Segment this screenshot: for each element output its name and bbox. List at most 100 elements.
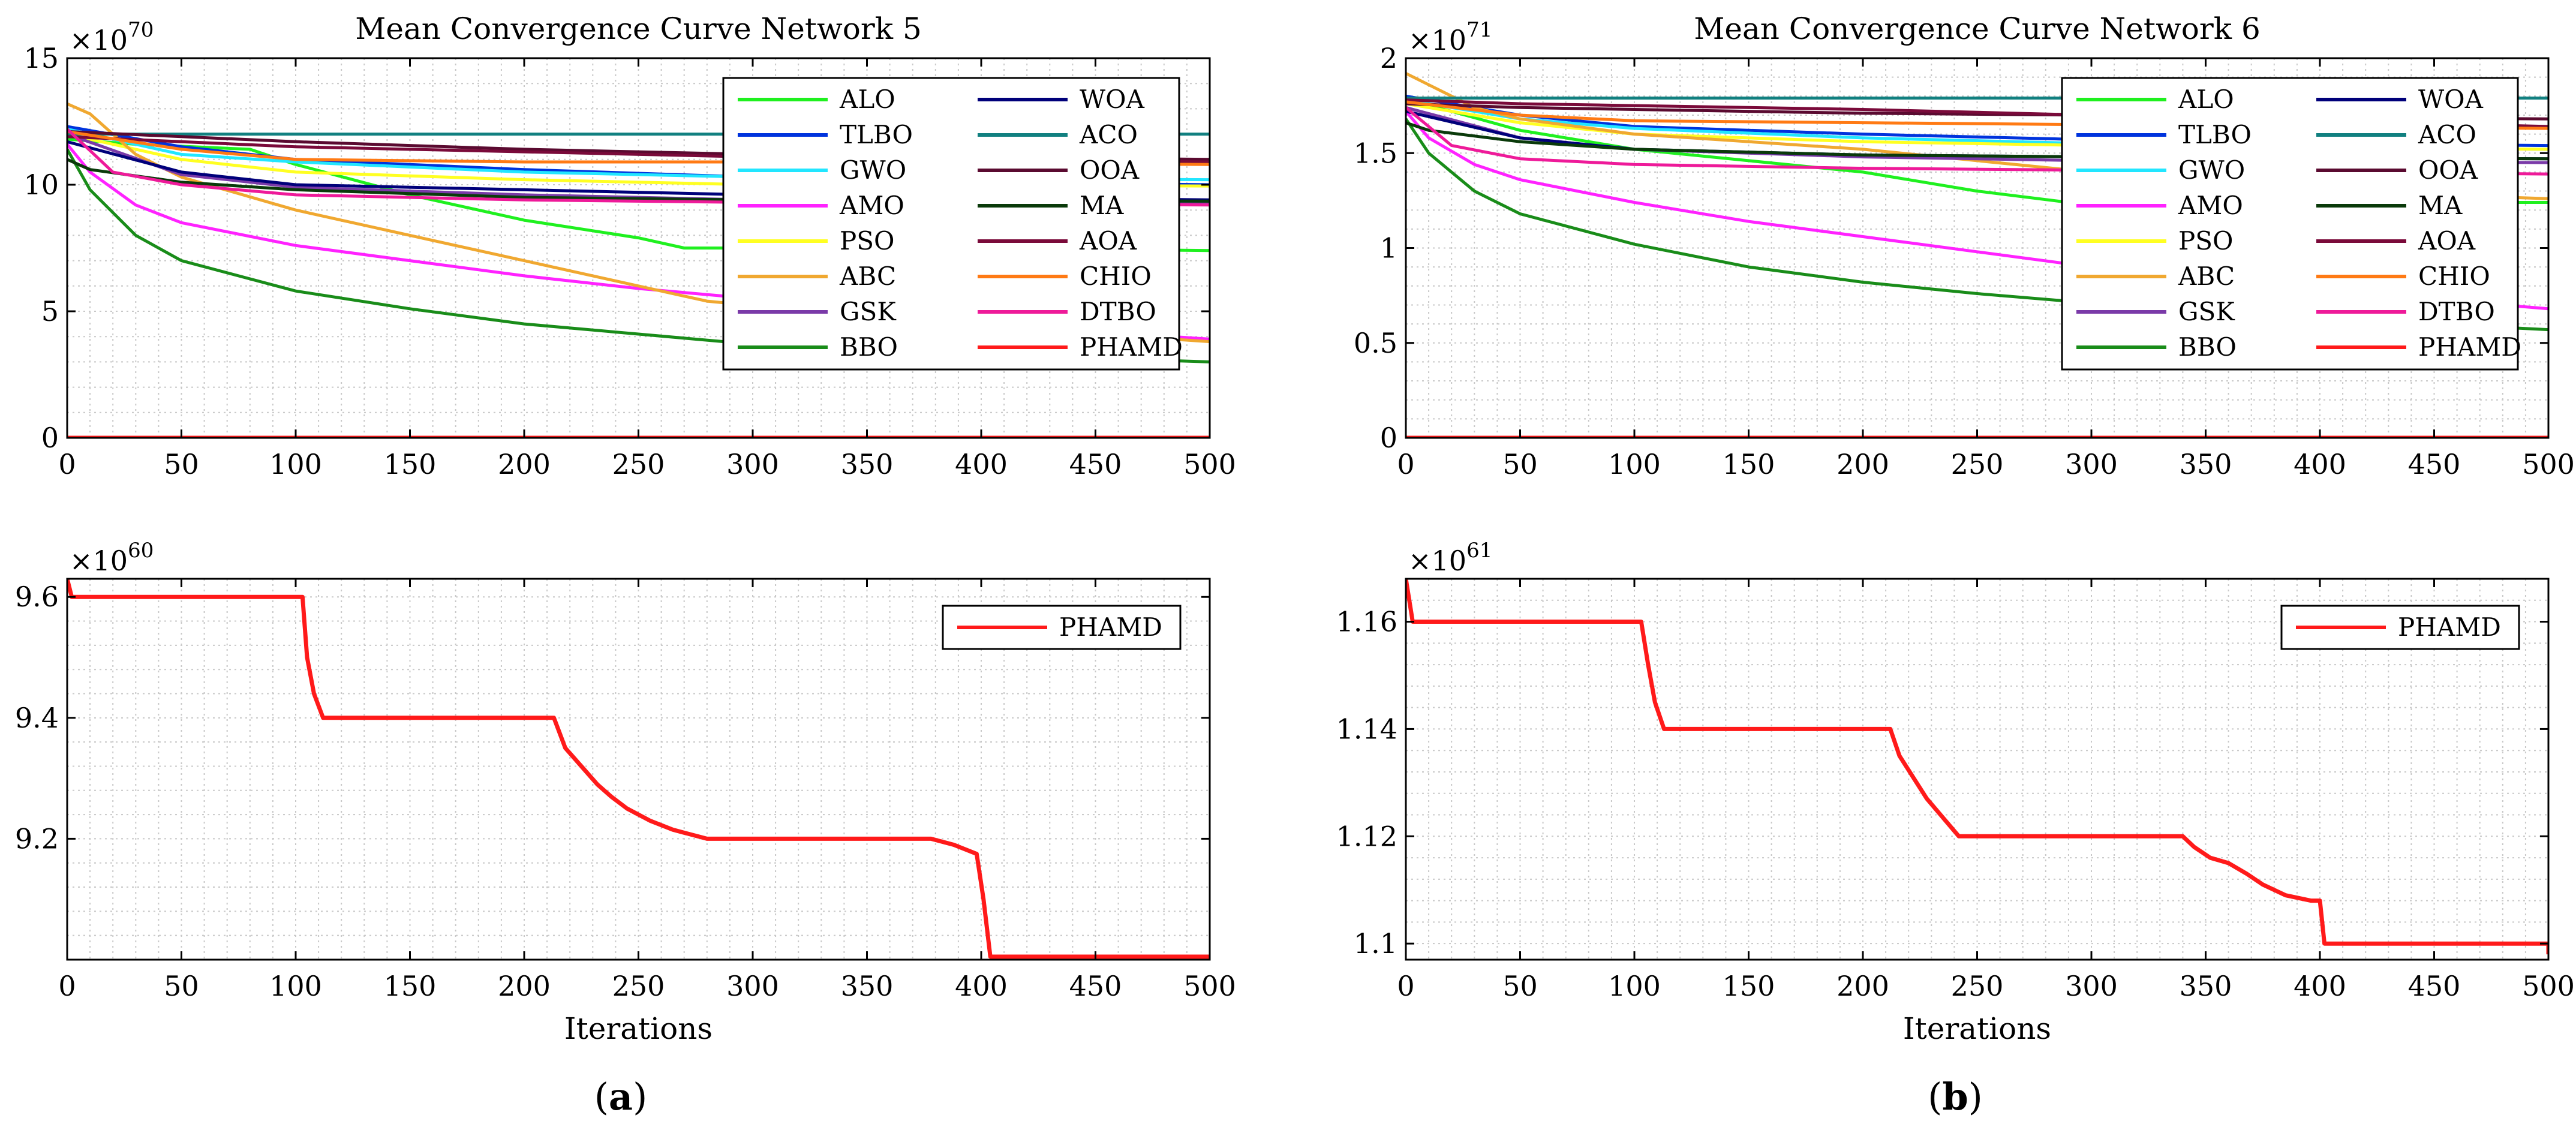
y-exponent-label: ×1060 [70, 539, 154, 577]
x-tick-label: 450 [1069, 970, 1122, 1002]
x-tick-label: 500 [2522, 970, 2575, 1002]
legend-label-ooa: OOA [1080, 155, 1140, 185]
y-exponent-label: ×1061 [1408, 539, 1492, 577]
x-tick-label: 100 [1608, 970, 1661, 1002]
legend-label-ma: MA [1080, 191, 1124, 220]
legend-label-gwo: GWO [840, 155, 906, 185]
x-tick-label: 200 [1836, 970, 1889, 1002]
x-tick-label: 300 [726, 970, 779, 1002]
legend-label-gsk: GSK [840, 297, 897, 326]
y-tick-label: 10 [23, 169, 59, 201]
legend-label-ooa: OOA [2418, 155, 2478, 185]
legend-box [722, 77, 1180, 371]
panel-network5-top: 0 50 100 150 200 250 300 350 400 450 500 0 5 10 15 ×107… [23, 11, 1236, 480]
x-tick-label: 150 [384, 970, 437, 1002]
x-tick-label: 150 [1723, 448, 1775, 480]
x-tick-label: 150 [1723, 970, 1775, 1002]
legend-label-phamd: PHAMD [1059, 612, 1162, 642]
y-tick-label: 9.4 [15, 702, 59, 734]
chart-panels: 0 50 100 150 200 250 300 350 400 450 500051015×107… [15, 11, 2575, 1046]
y-tick-label: 0.5 [1354, 327, 1397, 359]
y-tick-label: 0 [1380, 422, 1397, 454]
panel-network6-top: 0 50 100 150 200 250 300 350 400 450 500 0 0.5 1 1.5 2 ×… [1354, 11, 2575, 480]
chart-title: Mean Convergence Curve Network 6 [1694, 11, 2261, 46]
x-tick-label: 250 [612, 970, 665, 1002]
grid [67, 579, 1210, 960]
x-tick-label: 300 [2065, 970, 2118, 1002]
x-tick-label: 300 [726, 448, 779, 480]
x-tick-label: 100 [269, 970, 322, 1002]
legend-box [2061, 77, 2519, 371]
x-tick-label: 350 [2180, 970, 2232, 1002]
legend: ALO TLBO GWO AMO PSO ABC GSK BBO WOA ACO OOA MA AOA C… [2061, 77, 2521, 371]
legend-label-tlbo: TLBO [2178, 120, 2252, 149]
y-tick-label: 9.2 [15, 822, 59, 855]
y-tick-label: 0 [41, 422, 59, 454]
y-tick-label: 1.5 [1354, 137, 1397, 169]
x-tick-label: 350 [2180, 448, 2232, 480]
y-tick-label: 1.14 [1336, 713, 1397, 745]
series-group [67, 579, 1210, 960]
legend-label-phamd: PHAMD [1080, 332, 1183, 362]
legend-label-woa: WOA [1080, 85, 1145, 114]
x-tick-label: 0 [1397, 970, 1414, 1002]
legend: ALO TLBO GWO AMO PSO ABC GSK BBO WOA ACO OOA MA AOA C… [722, 77, 1183, 371]
x-tick-label: 350 [841, 448, 894, 480]
legend-label-gsk: GSK [2178, 297, 2235, 326]
legend-label-alo: ALO [839, 85, 895, 114]
legend-label-chio: CHIO [2418, 262, 2490, 291]
legend-label-aoa: AOA [1079, 226, 1137, 256]
legend-label-abc: ABC [839, 262, 896, 291]
x-tick-label: 50 [1502, 970, 1538, 1002]
legend-label-aco: ACO [2418, 120, 2476, 149]
legend-label-dtbo: DTBO [2418, 297, 2495, 326]
y-tick-label: 2 [1380, 42, 1397, 74]
x-tick-label: 400 [955, 448, 1008, 480]
panel-network5-bottom: 0 50 100 150 200 250 300 350 400 450 500 9.2 9.4 9.6 ×… [15, 539, 1236, 1046]
x-tick-label: 100 [269, 448, 322, 480]
legend-label-bbo: BBO [840, 332, 898, 362]
x-tick-label: 0 [58, 448, 76, 480]
x-tick-label: 500 [1183, 970, 1236, 1002]
x-tick-label: 400 [955, 970, 1008, 1002]
legend-label-ma: MA [2418, 191, 2463, 220]
legend-label-amo: AMO [839, 191, 904, 220]
x-tick-label: 50 [164, 970, 199, 1002]
x-tick-label: 400 [2294, 970, 2346, 1002]
legend-label-pso: PSO [840, 226, 894, 256]
caption-a: (a) [594, 1075, 648, 1119]
legend-label-alo: ALO [2178, 85, 2234, 114]
legend-label-abc: ABC [2178, 262, 2235, 291]
x-tick-label: 450 [1069, 448, 1122, 480]
legend-label-chio: CHIO [1080, 262, 1152, 291]
y-exponent-label: ×1071 [1408, 18, 1492, 56]
legend-label-phamd: PHAMD [2398, 612, 2501, 642]
legend: PHAMD [942, 605, 1182, 650]
y-tick-label: 15 [23, 42, 59, 74]
legend-label-tlbo: TLBO [840, 120, 913, 149]
x-tick-label: 250 [612, 448, 665, 480]
y-tick-label: 9.6 [15, 581, 59, 613]
x-tick-label: 250 [1951, 448, 2004, 480]
x-tick-label: 50 [164, 448, 199, 480]
x-tick-label: 200 [498, 970, 551, 1002]
caption-b: (b) [1928, 1075, 1983, 1119]
x-tick-label: 500 [2522, 448, 2575, 480]
x-tick-label: 350 [841, 970, 894, 1002]
x-tick-label: 0 [58, 970, 76, 1002]
svg-text:(a): (a) [594, 1075, 648, 1119]
legend-label-bbo: BBO [2178, 332, 2237, 362]
x-tick-label: 300 [2065, 448, 2118, 480]
legend: PHAMD [2280, 605, 2520, 650]
x-tick-label: 450 [2408, 970, 2461, 1002]
x-tick-label: 100 [1608, 448, 1661, 480]
y-tick-label: 1.1 [1354, 927, 1397, 960]
series-line-phamd [1406, 579, 2548, 955]
legend-label-phamd: PHAMD [2418, 332, 2521, 362]
x-axis-label: Iterations [564, 1011, 713, 1046]
x-tick-label: 200 [498, 448, 551, 480]
legend-label-gwo: GWO [2178, 155, 2245, 185]
chart-title: Mean Convergence Curve Network 5 [355, 11, 922, 46]
y-tick-label: 5 [41, 295, 59, 327]
